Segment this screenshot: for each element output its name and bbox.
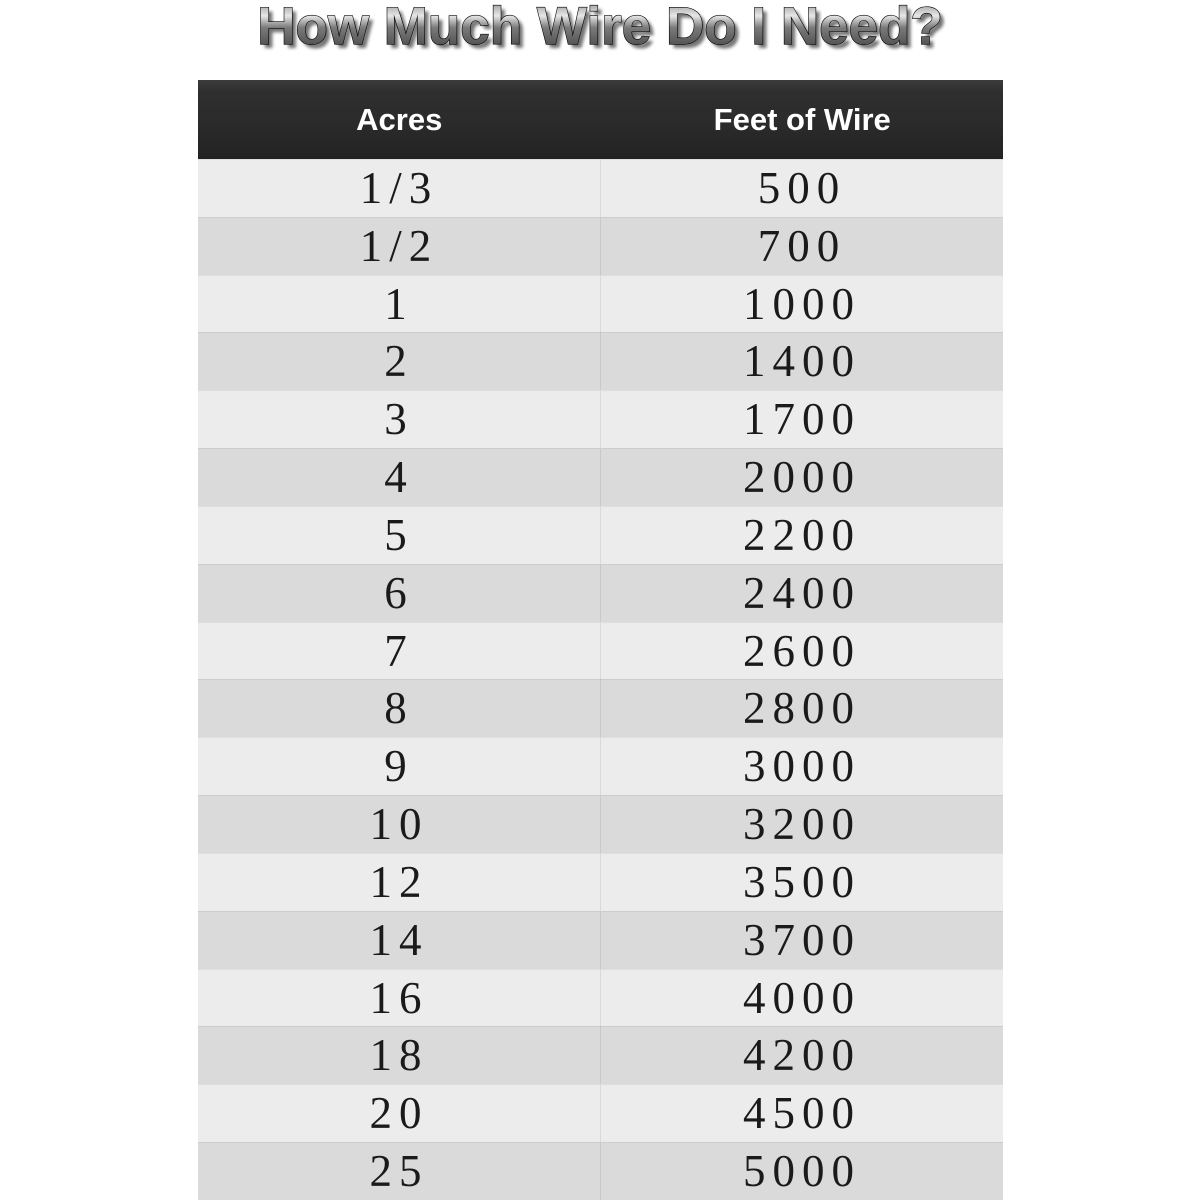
svg-text:How Much Wire Do I Need?: How Much Wire Do I Need? [257,0,943,56]
